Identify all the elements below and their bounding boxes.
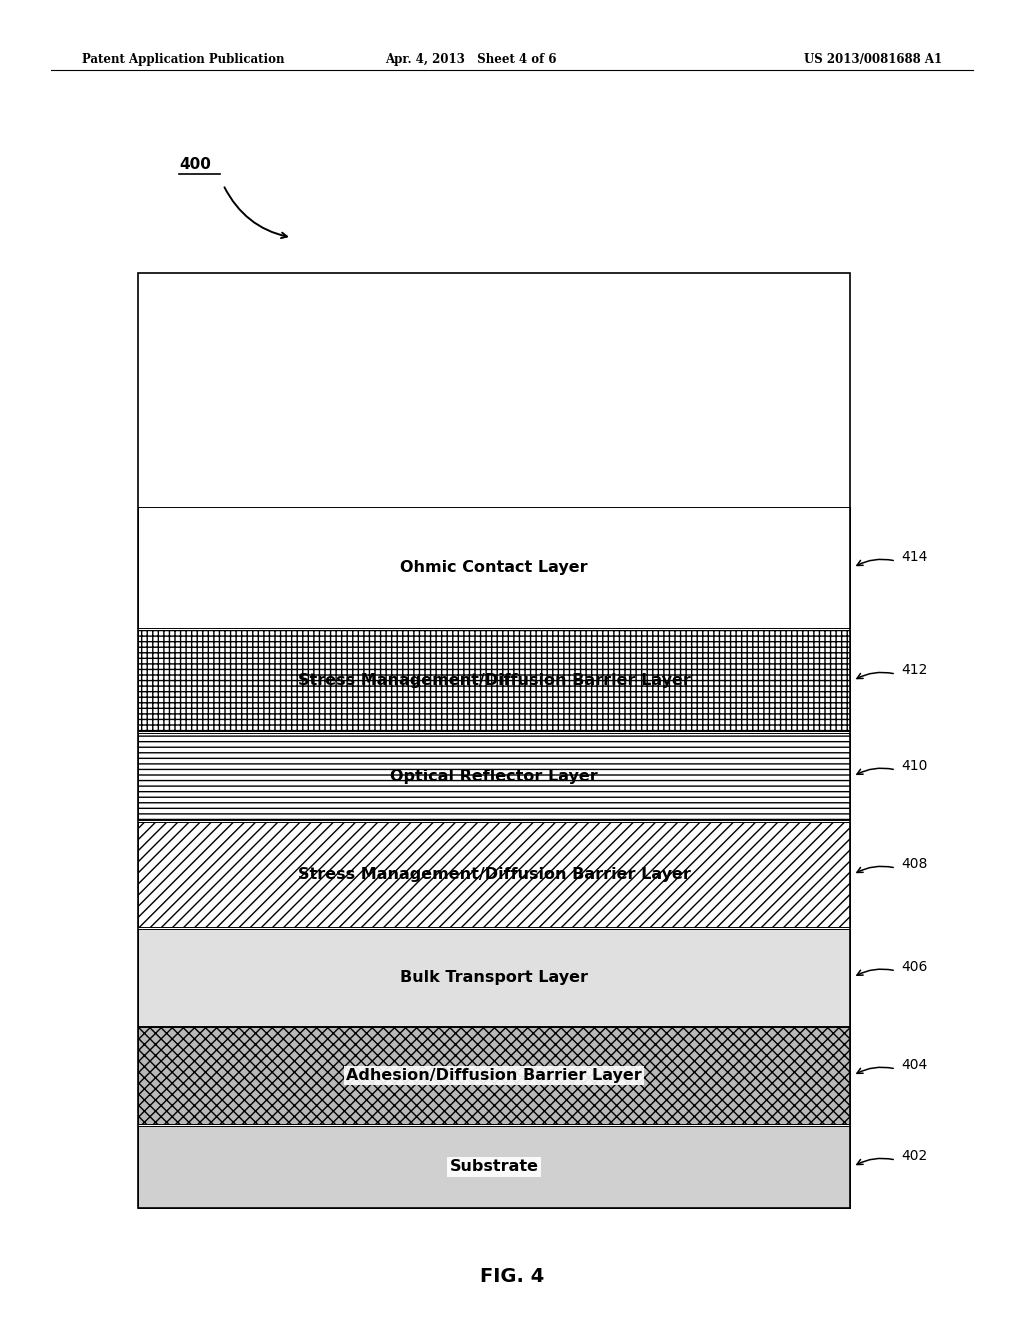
Text: Ohmic Contact Layer: Ohmic Contact Layer: [400, 560, 588, 576]
Text: Adhesion/Diffusion Barrier Layer: Adhesion/Diffusion Barrier Layer: [346, 1068, 642, 1082]
Bar: [138, 733, 850, 820]
Text: Stress Management/Diffusion Barrier Layer: Stress Management/Diffusion Barrier Laye…: [298, 673, 690, 688]
Bar: [138, 630, 850, 731]
Text: Bulk Transport Layer: Bulk Transport Layer: [400, 970, 588, 985]
Text: Patent Application Publication: Patent Application Publication: [82, 53, 285, 66]
Bar: [138, 507, 850, 628]
Text: 402: 402: [901, 1150, 928, 1163]
Text: 404: 404: [901, 1059, 928, 1072]
Text: 400: 400: [179, 157, 211, 172]
Text: 414: 414: [901, 550, 928, 564]
Bar: [138, 273, 850, 1208]
Text: 406: 406: [901, 960, 928, 974]
Text: Optical Reflector Layer: Optical Reflector Layer: [390, 770, 598, 784]
Text: Apr. 4, 2013   Sheet 4 of 6: Apr. 4, 2013 Sheet 4 of 6: [385, 53, 557, 66]
Text: 410: 410: [901, 759, 928, 774]
Bar: [138, 929, 850, 1026]
Text: FIG. 4: FIG. 4: [480, 1267, 544, 1286]
Text: US 2013/0081688 A1: US 2013/0081688 A1: [804, 53, 942, 66]
Bar: [138, 1126, 850, 1208]
Text: 408: 408: [901, 857, 928, 871]
Bar: [138, 1027, 850, 1123]
Bar: [138, 822, 850, 928]
Text: Stress Management/Diffusion Barrier Layer: Stress Management/Diffusion Barrier Laye…: [298, 867, 690, 882]
Text: 412: 412: [901, 663, 928, 677]
Text: Substrate: Substrate: [450, 1159, 539, 1175]
